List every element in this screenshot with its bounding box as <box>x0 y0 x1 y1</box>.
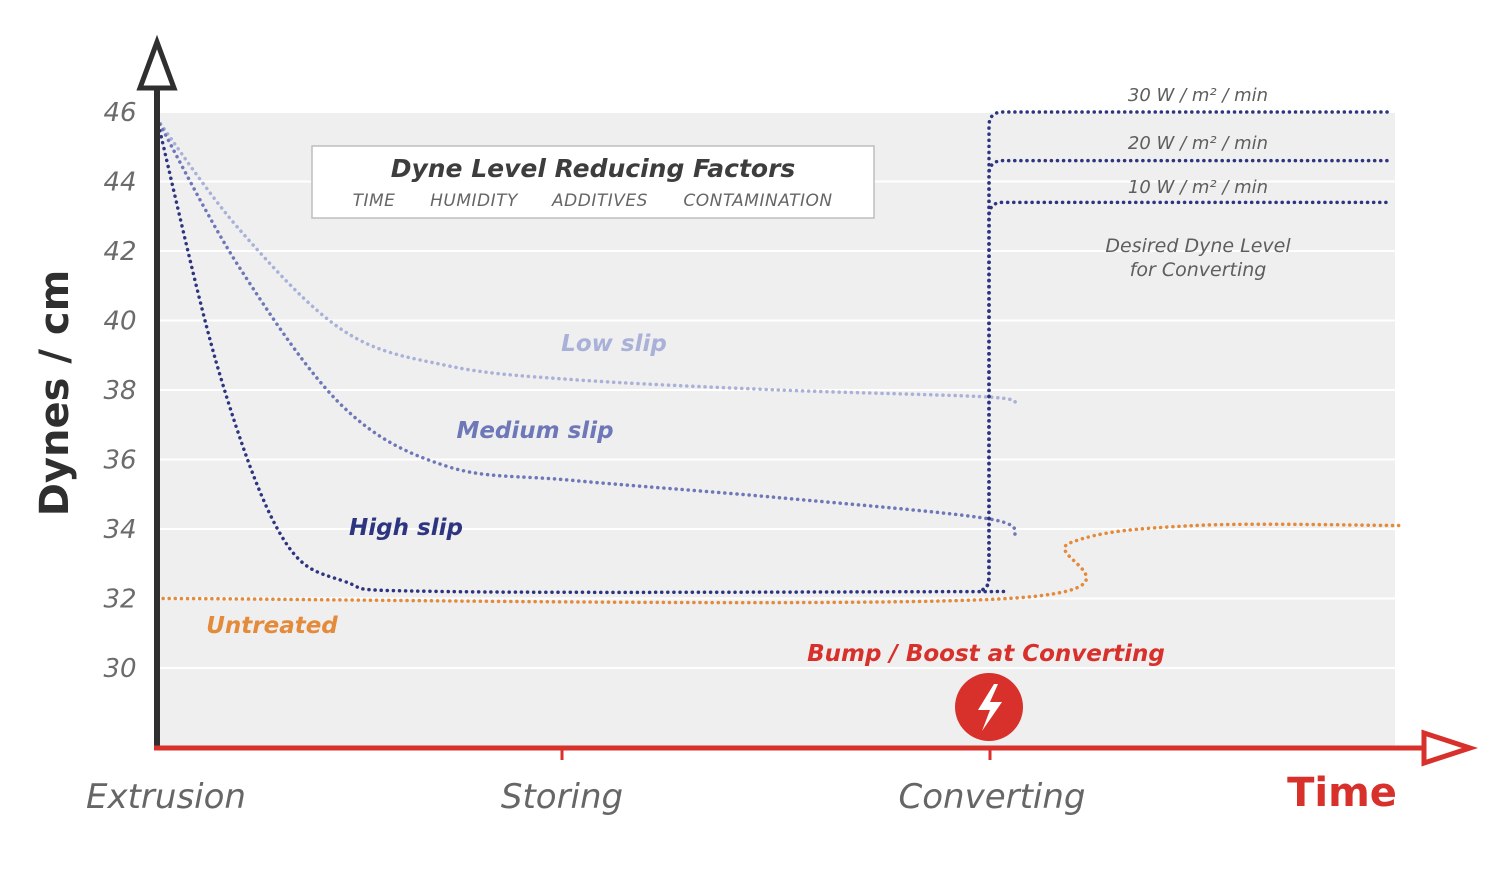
x-label-storing: Storing <box>501 777 623 817</box>
y-tick-label: 36 <box>103 446 136 476</box>
series-label-high-slip: High slip <box>349 515 463 541</box>
x-axis <box>154 729 1479 767</box>
x-label-extrusion: Extrusion <box>86 777 246 817</box>
y-tick-labels: 46 44 42 40 38 36 34 32 30 <box>103 98 136 684</box>
x-label-converting: Converting <box>898 777 1085 817</box>
series-line-medium-slip <box>155 117 1018 538</box>
y-tick-label: 32 <box>103 585 136 615</box>
factor-item-additives: ADDITIVES <box>551 191 648 211</box>
factor-item-time: TIME <box>353 191 396 211</box>
treatment-line-1 <box>981 110 1390 592</box>
y-tick-label: 42 <box>103 237 136 267</box>
y-tick-label: 46 <box>103 98 136 128</box>
y-tick-label: 44 <box>103 168 136 198</box>
x-axis-title: Time <box>1287 770 1397 816</box>
treatment-line-2 <box>981 158 1390 592</box>
desired-level-note-line2: for Converting <box>1130 259 1267 281</box>
factor-item-contamination: CONTAMINATION <box>683 191 832 211</box>
y-axis-title: Dynes / cm <box>32 270 78 517</box>
lightning-bolt-icon <box>955 673 1023 741</box>
factors-box-frame <box>311 145 875 219</box>
series-lines <box>155 117 1404 605</box>
series-line-untreated <box>155 522 1404 605</box>
factors-box: Dyne Level Reducing Factors TIME HUMIDIT… <box>311 145 875 219</box>
y-tick-label: 34 <box>103 515 136 545</box>
y-tick-label: 30 <box>103 654 136 684</box>
treatment-lines <box>981 110 1390 592</box>
boost-label: Bump / Boost at Converting <box>807 641 1165 667</box>
y-tick-label: 40 <box>103 307 136 337</box>
desired-level-note-line1: Desired Dyne Level <box>1105 235 1291 257</box>
treatment-label-30: 30 W / m² / min <box>1128 85 1268 106</box>
x-axis-arrowhead <box>1421 729 1479 767</box>
factors-title: Dyne Level Reducing Factors <box>391 154 796 183</box>
series-line-high-slip <box>155 117 1010 595</box>
y-axis-arrowhead <box>136 34 178 91</box>
series-label-low-slip: Low slip <box>561 331 667 357</box>
series-label-medium-slip: Medium slip <box>456 418 613 444</box>
y-axis <box>136 34 178 750</box>
series-line-low-slip <box>155 117 1018 406</box>
series-label-untreated: Untreated <box>206 613 338 639</box>
treatment-label-20: 20 W / m² / min <box>1128 133 1268 154</box>
factor-item-humidity: HUMIDITY <box>430 191 519 211</box>
treatment-label-10: 10 W / m² / min <box>1128 177 1268 198</box>
y-tick-label: 38 <box>103 376 136 406</box>
